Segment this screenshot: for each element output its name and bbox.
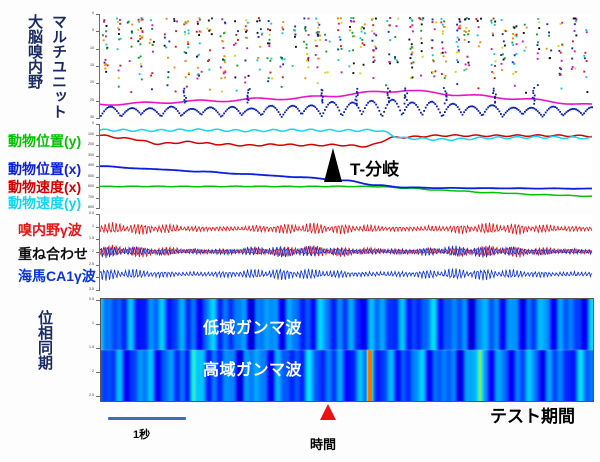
- axis-tick-label: 20: [90, 80, 94, 85]
- scalebar-label: 1秒: [133, 429, 151, 441]
- axis-tick-label: 2.5: [89, 261, 94, 266]
- hippocampal-ca1-gamma-wave: [99, 268, 593, 281]
- axis-tick: [96, 176, 100, 178]
- axis-tick-label: 0.5: [89, 211, 94, 215]
- raster-panel-vertical-label-line2: マルチユニット: [50, 14, 67, 119]
- position-x-trace: [100, 165, 592, 190]
- axis-tick-label: 1: [92, 321, 94, 325]
- behavior-label-velocity-y: 動物速度(y): [8, 195, 82, 211]
- phase-synchrony-heatmap-canvas: [101, 299, 593, 401]
- gamma-waveform-svg: [99, 221, 593, 281]
- axis-tick: [96, 134, 100, 136]
- time-scalebar: [108, 417, 186, 420]
- axis-tick-label: 5: [92, 28, 94, 33]
- phase-panel-vertical-label: 位相同期: [36, 310, 53, 370]
- axis-tick: [96, 31, 100, 33]
- axis-tick-label: 300: [88, 152, 94, 157]
- theta-oscillation-dots: [100, 87, 593, 118]
- axis-tick: [96, 300, 100, 301]
- position-y-trace: [99, 185, 592, 198]
- behavior-traces-panel: [99, 124, 593, 208]
- population-rate-line: [99, 89, 593, 106]
- axis-tick: [96, 145, 100, 146]
- axis-tick-label: 2: [92, 369, 94, 373]
- raster-spike-dots: [102, 17, 589, 94]
- velocity-y-trace: [99, 128, 593, 142]
- axis-tick-label: 25: [90, 97, 94, 102]
- time-axis-label: 時間: [310, 437, 337, 452]
- axis-tick: [96, 100, 100, 102]
- axis-tick: [96, 48, 100, 50]
- axis-tick: [96, 290, 100, 291]
- axis-tick: [96, 372, 100, 373]
- axis-tick: [96, 155, 100, 157]
- velocity-x-trace: [99, 134, 593, 148]
- axis-tick: [96, 324, 100, 325]
- axis-tick-label: 3.5: [89, 287, 94, 291]
- high-gamma-band-label: 高域ガンマ波: [203, 362, 303, 379]
- axis-tick: [96, 277, 100, 279]
- behavior-label-position-x: 動物位置(x): [8, 161, 82, 177]
- behavior-traces-svg: [99, 128, 593, 198]
- axis-tick: [96, 208, 100, 209]
- time-marker-triangle-icon: [320, 404, 336, 420]
- axis-tick-label: 1.5: [89, 345, 94, 349]
- axis-tick: [96, 226, 100, 228]
- raster-plot-panel: [99, 14, 593, 118]
- axis-tick: [96, 166, 100, 167]
- behavior-label-position-y: 動物位置(y): [8, 133, 82, 149]
- gamma-label-overlay: 重ね合わせ: [18, 246, 88, 262]
- axis-tick-label: 2: [92, 249, 94, 253]
- gamma-waveform-panel: [99, 214, 593, 290]
- axis-tick-label: 0: [92, 121, 94, 125]
- axis-tick-label: 100: [88, 131, 94, 136]
- axis-tick: [96, 264, 100, 266]
- axis-tick: [96, 118, 100, 119]
- axis-tick-label: 0.5: [89, 297, 94, 301]
- axis-tick: [96, 187, 100, 188]
- axis-tick: [96, 348, 100, 349]
- axis-tick-label: 30: [90, 115, 94, 119]
- raster-plot-svg: [99, 17, 593, 118]
- axis-tick: [96, 214, 100, 215]
- entorhinal-gamma-wave: [99, 221, 593, 235]
- t-junction-label: T-分岐: [350, 160, 400, 179]
- behavior-label-velocity-x: 動物速度(x): [8, 179, 82, 195]
- axis-tick-label: 600: [88, 184, 94, 188]
- overlay-wave-red: [99, 244, 593, 258]
- gamma-label-hippocampal-ca1-gamma: 海馬CA1γ波: [18, 268, 96, 284]
- axis-tick-label: 3: [92, 274, 94, 279]
- axis-tick: [96, 124, 100, 125]
- axis-tick-label: 500: [88, 173, 94, 178]
- axis-tick: [96, 66, 100, 67]
- axis-tick-label: 200: [88, 142, 94, 146]
- phase-synchrony-heatmap-panel: [100, 298, 594, 402]
- axis-tick-label: 1: [92, 223, 94, 228]
- axis-tick-label: 400: [88, 163, 94, 167]
- axis-tick: [96, 83, 100, 85]
- axis-tick: [96, 396, 100, 397]
- axis-tick: [96, 197, 100, 199]
- axis-tick-label: 2.5: [89, 393, 94, 397]
- low-gamma-band-label: 低域ガンマ波: [203, 320, 303, 337]
- axis-tick-label: 15: [90, 63, 94, 67]
- axis-tick: [96, 239, 100, 241]
- t-junction-triangle-icon: [324, 148, 342, 182]
- gamma-label-entorhinal-gamma: 嗅内野γ波: [18, 222, 82, 238]
- raster-panel-vertical-label-line1: 大脳嗅内野: [26, 14, 43, 89]
- axis-tick-label: 800: [88, 205, 94, 209]
- test-period-label: テスト期間: [490, 407, 575, 426]
- axis-tick-label: 1.5: [89, 236, 94, 241]
- axis-tick-label: 700: [88, 194, 94, 199]
- overlay-wave-blue: [99, 245, 593, 259]
- axis-tick: [96, 14, 100, 15]
- axis-tick-label: 10: [90, 45, 94, 50]
- axis-tick-label: 0: [92, 11, 94, 15]
- axis-tick: [96, 252, 100, 253]
